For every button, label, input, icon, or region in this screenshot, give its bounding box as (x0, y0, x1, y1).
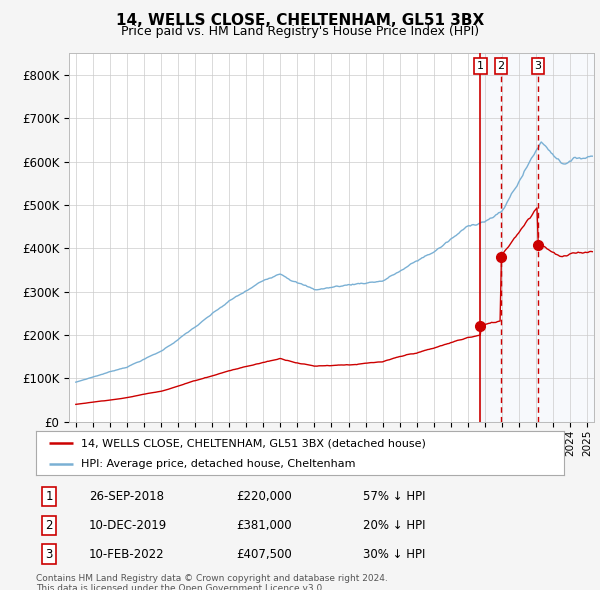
Text: 1: 1 (477, 61, 484, 71)
Text: £220,000: £220,000 (236, 490, 292, 503)
Text: 3: 3 (535, 61, 541, 71)
Text: 26-SEP-2018: 26-SEP-2018 (89, 490, 164, 503)
Text: HPI: Average price, detached house, Cheltenham: HPI: Average price, detached house, Chel… (81, 459, 355, 469)
Text: 10-DEC-2019: 10-DEC-2019 (89, 519, 167, 532)
Text: 10-FEB-2022: 10-FEB-2022 (89, 548, 164, 560)
Text: 14, WELLS CLOSE, CHELTENHAM, GL51 3BX: 14, WELLS CLOSE, CHELTENHAM, GL51 3BX (116, 13, 484, 28)
Text: £407,500: £407,500 (236, 548, 292, 560)
Text: 3: 3 (46, 548, 53, 560)
Text: £381,000: £381,000 (236, 519, 292, 532)
Text: 20% ↓ HPI: 20% ↓ HPI (364, 519, 426, 532)
Text: 2: 2 (497, 61, 505, 71)
Text: 14, WELLS CLOSE, CHELTENHAM, GL51 3BX (detached house): 14, WELLS CLOSE, CHELTENHAM, GL51 3BX (d… (81, 438, 426, 448)
Bar (481, 53, 594, 422)
Text: Price paid vs. HM Land Registry's House Price Index (HPI): Price paid vs. HM Land Registry's House … (121, 25, 479, 38)
Text: 1: 1 (46, 490, 53, 503)
Text: 2: 2 (46, 519, 53, 532)
Text: 57% ↓ HPI: 57% ↓ HPI (364, 490, 426, 503)
Text: Contains HM Land Registry data © Crown copyright and database right 2024.
This d: Contains HM Land Registry data © Crown c… (36, 574, 388, 590)
Text: 30% ↓ HPI: 30% ↓ HPI (364, 548, 426, 560)
